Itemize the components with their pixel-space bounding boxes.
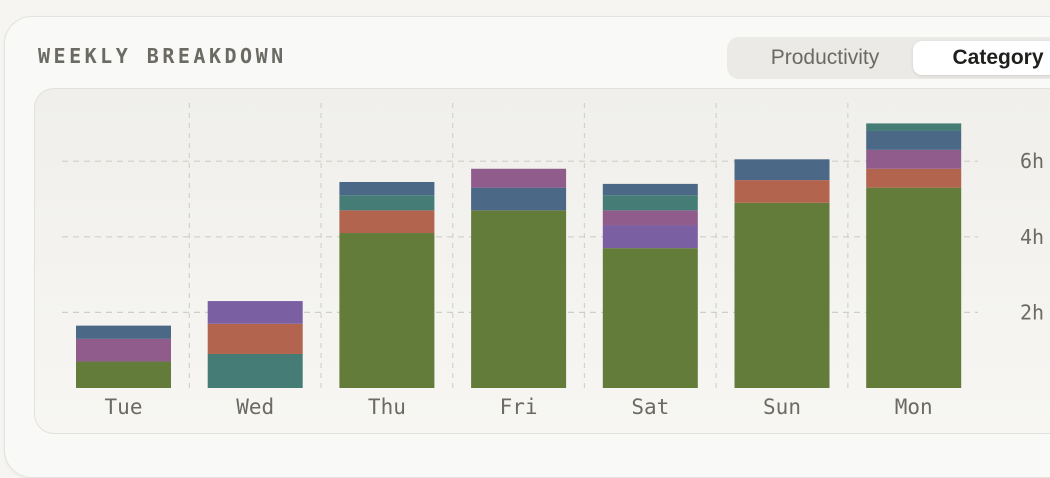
- y-tick-label: 4h: [1020, 225, 1044, 249]
- x-tick-label: Tue: [105, 395, 143, 419]
- bar-segment: [207, 353, 303, 388]
- bar-segment: [734, 202, 830, 388]
- tab-category[interactable]: Category: [913, 41, 1050, 75]
- tab-productivity[interactable]: Productivity: [770, 46, 880, 69]
- bar-segment: [602, 225, 698, 249]
- bar-segment: [471, 210, 567, 388]
- bar-segment: [602, 210, 698, 226]
- bar-segment: [339, 210, 435, 234]
- bar-segment: [339, 233, 435, 388]
- x-tick-label: Thu: [368, 395, 406, 419]
- bar-segment: [866, 123, 962, 131]
- y-tick-label: 6h: [1020, 149, 1044, 173]
- bar-segment: [602, 195, 698, 211]
- bar-segment: [76, 361, 171, 388]
- bar-segment: [471, 187, 567, 211]
- bar-segment: [866, 168, 962, 188]
- x-tick-label: Sun: [763, 395, 801, 419]
- bar-segment: [339, 181, 435, 196]
- bar-segment: [207, 323, 303, 354]
- bar-segment: [866, 149, 962, 169]
- bar-segment: [76, 338, 171, 362]
- bar-segment: [207, 301, 303, 324]
- card-title: WEEKLY BREAKDOWN: [38, 44, 287, 68]
- x-tick-label: Fri: [500, 395, 538, 419]
- x-tick-label: Wed: [236, 395, 274, 419]
- bar-segment: [339, 195, 435, 211]
- bar-segment: [471, 168, 567, 188]
- bar-segment: [602, 248, 698, 388]
- bar-segment: [76, 325, 171, 339]
- x-tick-label: Mon: [895, 395, 933, 419]
- bar-segment: [866, 187, 962, 388]
- view-toggle: Productivity Category: [727, 37, 1050, 79]
- x-tick-label: Sat: [631, 395, 669, 419]
- bar-segment: [734, 159, 830, 181]
- bar-segment: [866, 130, 962, 150]
- bar-segment: [734, 180, 830, 203]
- bar-segment: [602, 183, 698, 196]
- y-tick-label: 2h: [1020, 300, 1044, 324]
- stacked-bar-chart: 2h 4h 6h Tue Wed Thu Fri Sat Sun Mon: [62, 103, 1044, 419]
